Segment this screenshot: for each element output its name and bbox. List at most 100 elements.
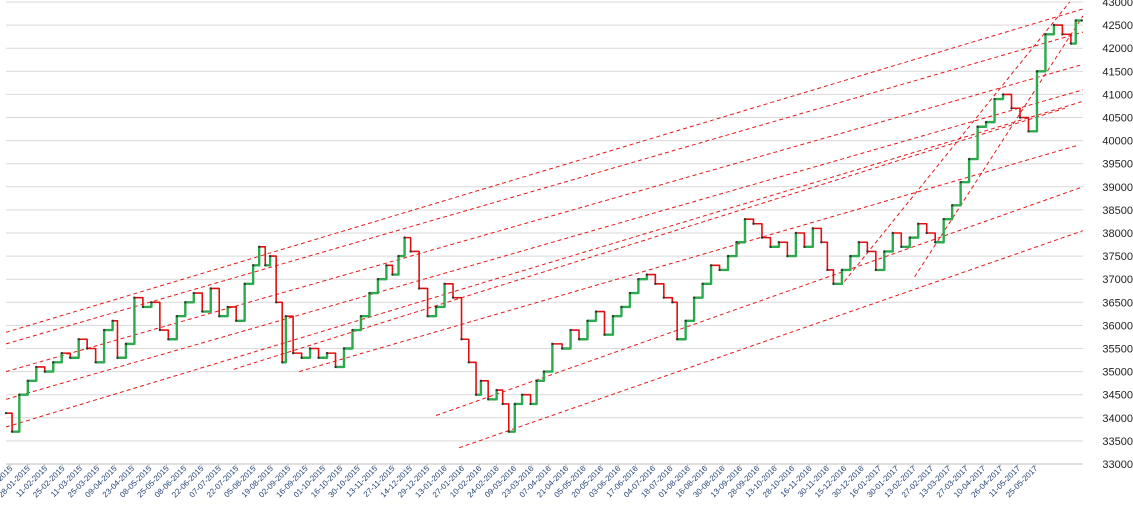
price-segment	[508, 403, 517, 433]
data-point	[124, 342, 128, 346]
y-tick-label: 41500	[1102, 66, 1133, 78]
data-point	[376, 278, 380, 281]
data-point	[866, 250, 869, 253]
trendline	[458, 230, 1084, 449]
data-point	[291, 351, 295, 355]
price-segment	[78, 338, 88, 349]
data-point	[594, 310, 598, 313]
data-point	[675, 338, 679, 341]
data-point	[718, 268, 721, 272]
price-segment	[1036, 34, 1047, 73]
data-point	[69, 356, 72, 359]
price-segment	[468, 361, 477, 395]
price-segment	[502, 403, 510, 432]
y-tick-label: 38500	[1102, 205, 1133, 217]
price-segment	[270, 255, 277, 303]
y-tick-label: 37000	[1102, 274, 1133, 286]
data-point	[85, 347, 89, 350]
data-point	[934, 241, 937, 244]
data-point	[925, 231, 928, 235]
price-segment	[27, 366, 38, 383]
data-point	[1001, 93, 1005, 96]
price-segment	[753, 222, 763, 238]
price-segment	[562, 330, 572, 350]
data-point	[501, 402, 504, 406]
data-point	[268, 254, 272, 258]
price-segment	[496, 389, 504, 404]
price-segment	[719, 256, 730, 272]
data-point	[300, 356, 303, 359]
y-tick-label: 38000	[1102, 228, 1133, 240]
price-segment	[685, 297, 696, 322]
data-point	[403, 236, 406, 239]
y-tick-label: 33000	[1102, 459, 1133, 471]
data-point	[507, 430, 510, 433]
data-point	[167, 338, 170, 341]
price-segment	[1011, 107, 1021, 118]
price-segment	[543, 343, 554, 373]
data-point	[60, 351, 63, 355]
data-point	[726, 254, 730, 258]
data-point	[984, 120, 988, 124]
price-segment	[850, 242, 861, 258]
trendline	[5, 8, 1084, 333]
price-segment	[552, 343, 563, 349]
data-point	[1069, 42, 1073, 45]
price-segment	[672, 301, 678, 340]
data-point	[654, 282, 657, 286]
price-segment	[352, 316, 363, 332]
price-segment	[318, 353, 329, 359]
price-segment	[514, 394, 524, 406]
price-segment	[612, 306, 623, 318]
price-segment	[461, 338, 470, 363]
price-segment	[44, 362, 55, 373]
data-point	[577, 338, 581, 341]
data-point	[4, 411, 8, 415]
price-segment	[219, 306, 229, 318]
data-point	[26, 379, 30, 383]
price-segment	[587, 311, 598, 322]
data-point	[409, 250, 412, 253]
data-point	[1035, 70, 1039, 73]
data-point	[10, 430, 14, 433]
y-tick-label: 39000	[1102, 182, 1133, 194]
price-segment	[168, 316, 179, 341]
price-segment	[1053, 24, 1064, 35]
price-segment	[943, 205, 954, 221]
y-tick-label: 42500	[1102, 20, 1133, 32]
data-point	[671, 301, 674, 304]
data-point	[451, 296, 455, 299]
price-segment	[444, 283, 454, 298]
price-segment	[227, 306, 237, 321]
data-point	[18, 393, 21, 396]
data-point	[786, 254, 789, 258]
data-point	[495, 388, 498, 392]
price-segment	[87, 347, 97, 363]
data-point	[803, 245, 806, 249]
data-point	[513, 402, 517, 406]
price-segment	[841, 256, 852, 272]
data-point	[628, 291, 632, 295]
price-segment	[770, 242, 781, 249]
price-segment	[310, 347, 320, 358]
data-point	[234, 319, 238, 322]
price-segment	[778, 241, 789, 257]
price-segment	[293, 352, 303, 358]
data-point	[102, 328, 106, 332]
data-point	[158, 328, 162, 332]
price-segment	[176, 302, 187, 318]
price-segment	[821, 241, 829, 270]
price-segment	[282, 316, 288, 364]
data-point	[551, 342, 554, 346]
data-point	[1018, 116, 1022, 119]
trendline	[5, 31, 1084, 345]
trendline	[5, 63, 1084, 373]
data-point	[820, 241, 823, 244]
price-segment	[19, 380, 30, 396]
price-segment	[386, 264, 394, 275]
price-segment	[536, 371, 546, 383]
price-segment	[259, 246, 267, 266]
data-point	[226, 305, 229, 309]
data-point	[1027, 130, 1030, 133]
